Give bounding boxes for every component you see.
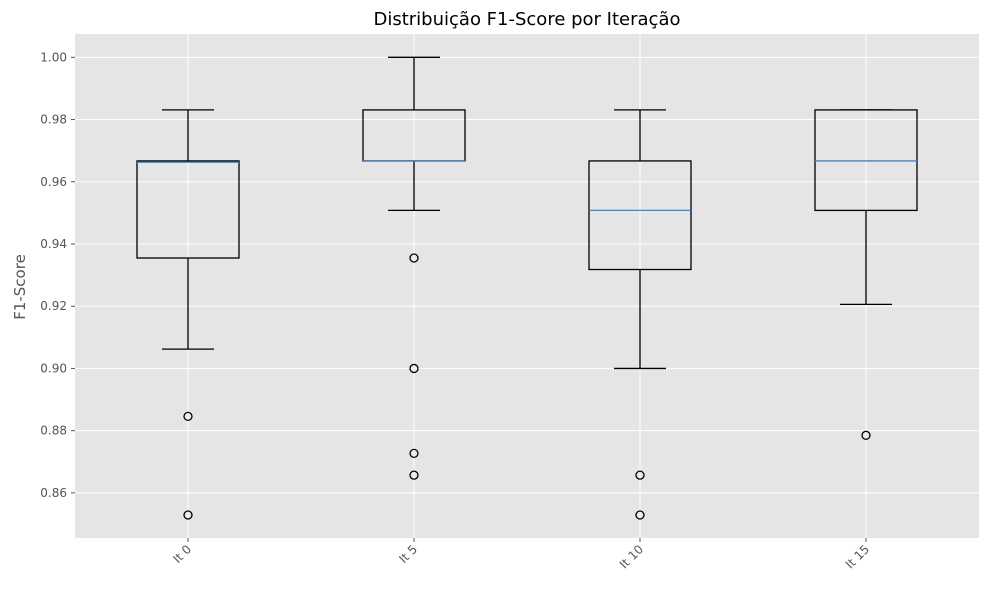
chart-title: Distribuição F1-Score por Iteração: [373, 9, 680, 30]
box-2: [588, 109, 692, 520]
plot-area: [75, 34, 979, 538]
y-tick-label: 0.94: [40, 237, 67, 251]
outlier-point: [183, 411, 193, 422]
y-tick-label: 0.98: [40, 113, 67, 127]
y-tick-label: 0.86: [40, 486, 67, 500]
box-3: [814, 109, 918, 440]
y-tick-label: 0.88: [40, 424, 67, 438]
outlier-point: [183, 510, 193, 520]
box-1: [362, 56, 466, 480]
y-axis-ticks: 0.86 0.88 0.90 0.92 0.94 0.96 0.98 1.00: [40, 50, 75, 500]
x-tick-label: It 5: [396, 542, 420, 566]
outlier-point: [409, 448, 419, 459]
y-tick-label: 0.92: [40, 299, 67, 313]
outlier-point: [409, 363, 419, 374]
outlier-point: [409, 253, 419, 263]
y-axis-label: F1-Score: [11, 254, 29, 320]
box-iqr: [814, 109, 918, 212]
box-0: [136, 109, 240, 520]
y-tick-label: 0.96: [40, 175, 67, 189]
y-tick-label: 1.00: [40, 50, 67, 64]
outlier-point: [635, 510, 645, 520]
x-axis-ticks: It 0 It 5 It 10 It 15: [170, 538, 872, 571]
x-tick-label: It 10: [617, 542, 646, 571]
outlier-point: [635, 470, 645, 480]
y-tick-label: 0.90: [40, 361, 67, 375]
x-tick-label: It 15: [843, 542, 872, 571]
box-iqr: [136, 160, 240, 259]
outlier-point: [861, 430, 871, 440]
box-iqr: [588, 160, 692, 271]
box-series: [136, 56, 918, 520]
x-tick-label: It 0: [170, 542, 194, 566]
outlier-point: [409, 470, 419, 480]
